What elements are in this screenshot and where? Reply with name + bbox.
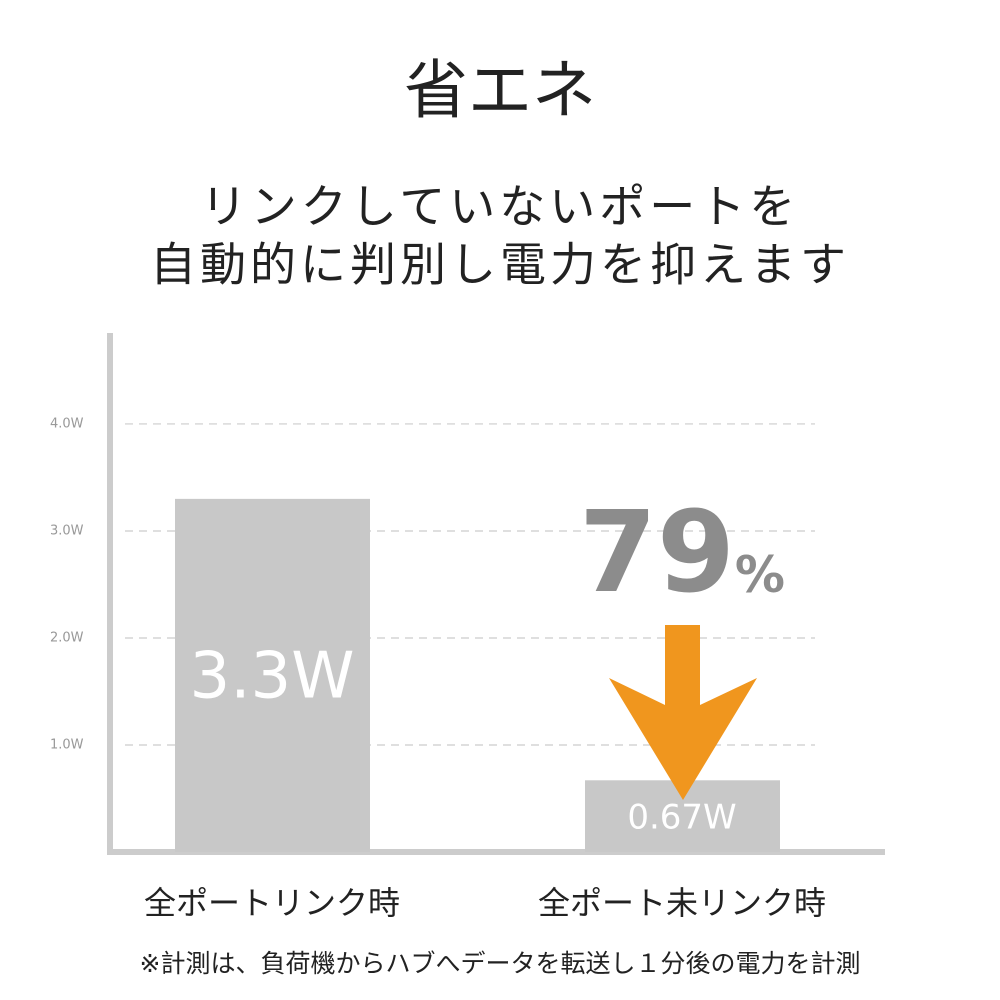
x-tick-label: 全ポートリンク時: [144, 884, 400, 922]
x-tick-label: 全ポート未リンク時: [538, 884, 826, 922]
subtitle: 自動的に判別し電力を抑えます: [150, 238, 850, 292]
value-label: 3.3W: [189, 640, 354, 714]
bar: [175, 498, 370, 852]
annotation-unit: %: [735, 546, 785, 604]
plot: 1.0W 2.0W 3.0W 4.0W 全ポートリンク時 3.3W 全ポート未リンク時 0.6…: [50, 333, 885, 922]
annotation-number: 79: [579, 488, 735, 618]
y-tick-label: 2.0W: [50, 630, 84, 645]
y-tick-label: 3.0W: [50, 523, 84, 538]
value-label: 0.67W: [627, 798, 736, 838]
chart-title: 省エネ: [404, 55, 596, 129]
subtitle: リンクしていないポートを: [201, 180, 800, 234]
footnote: ※計測は、負荷機からハブへデータを転送し１分後の電力を計測: [140, 949, 861, 978]
annotation: 79%: [579, 488, 785, 618]
y-tick-label: 4.0W: [50, 416, 84, 431]
y-tick-label: 1.0W: [50, 737, 84, 752]
arrow: [609, 625, 757, 800]
